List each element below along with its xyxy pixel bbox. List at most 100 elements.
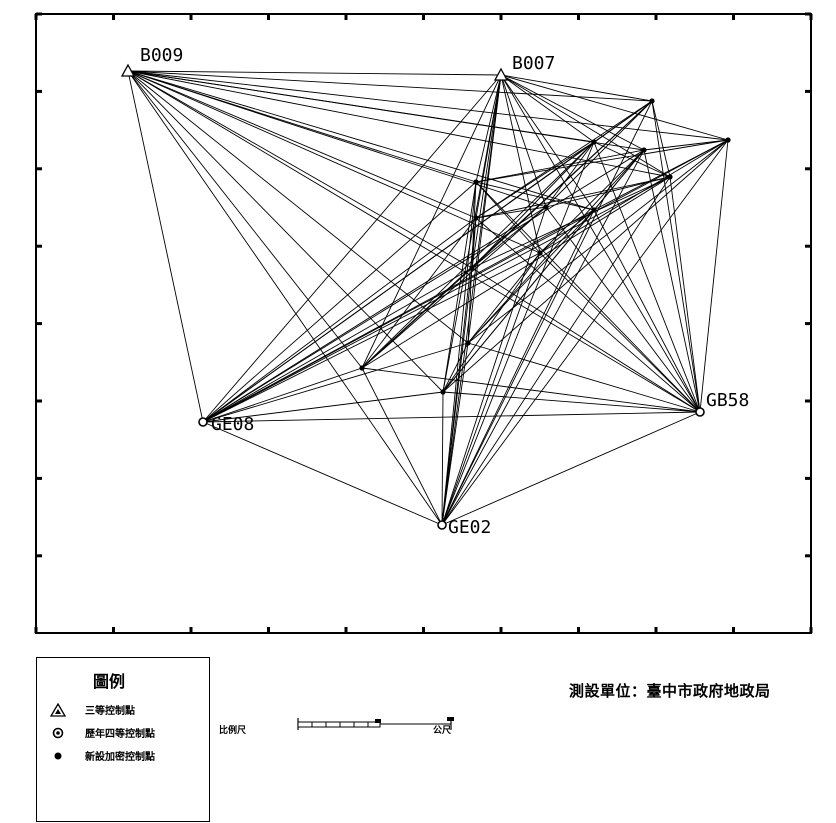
minor-station-dot <box>359 365 365 371</box>
network-line <box>545 141 595 208</box>
network-line <box>202 411 701 423</box>
network-line <box>441 141 595 526</box>
network-line <box>202 391 444 423</box>
network-line <box>361 176 671 369</box>
network-line <box>467 149 645 344</box>
network-lines <box>127 70 729 526</box>
legend-title: 圖例 <box>93 672 126 691</box>
network-line <box>441 209 595 526</box>
station-ge02: GE02 <box>437 517 491 538</box>
network-line <box>202 141 595 423</box>
circle-dot-icon <box>695 407 705 417</box>
surveyor-credit: 測設單位：臺中市政府地政局 <box>569 682 771 700</box>
network-line <box>699 139 729 413</box>
station-label: B007 <box>512 53 555 74</box>
network-line <box>545 206 701 413</box>
network-line <box>441 267 473 526</box>
network-line <box>441 149 645 526</box>
legend-label: 新設加密控制點 <box>85 752 155 763</box>
minor-station-dot <box>591 207 597 213</box>
network-line <box>361 367 443 526</box>
minor-station-dot <box>473 179 479 185</box>
minor-station-dot <box>667 174 673 180</box>
network-line <box>202 74 502 423</box>
network-line <box>202 209 595 423</box>
network-line <box>475 100 653 219</box>
network-line <box>202 252 541 423</box>
triangle-icon <box>120 63 136 77</box>
network-line <box>442 139 729 393</box>
network-line <box>475 141 595 219</box>
network-line <box>441 181 477 526</box>
network-line <box>475 149 645 183</box>
minor-station-dot <box>649 98 655 104</box>
network-line <box>127 70 363 369</box>
network-line <box>500 74 541 254</box>
network-line <box>441 100 653 526</box>
network-line <box>202 267 473 423</box>
network-line <box>475 74 502 183</box>
network-line <box>475 206 547 219</box>
legend-item-circle: 歷年四等控制點 <box>49 725 155 740</box>
dot-icon <box>54 752 62 759</box>
network-line <box>471 217 477 269</box>
circle-dot-icon <box>437 520 447 530</box>
network-line <box>127 70 444 393</box>
minor-station-dot <box>537 250 543 256</box>
scale-left-label: 比例尺 <box>219 726 247 736</box>
network-line <box>500 74 595 143</box>
network-line <box>500 74 671 178</box>
network-line <box>643 139 729 151</box>
network-line <box>442 391 701 413</box>
network-line <box>442 74 502 393</box>
network-line <box>127 70 469 344</box>
minor-station-dot <box>591 139 597 145</box>
network-line <box>441 206 547 526</box>
network-line <box>593 141 671 178</box>
minor-station-dot <box>440 389 446 395</box>
minor-station-dot <box>543 204 549 210</box>
network-line <box>467 252 541 344</box>
network-line <box>471 267 701 413</box>
network-line <box>475 176 671 219</box>
network-line <box>202 367 363 423</box>
minor-station-dot <box>469 265 475 271</box>
legend-label: 三等控制點 <box>85 706 135 717</box>
network-line <box>127 70 729 141</box>
network-line <box>669 176 701 413</box>
network-line <box>475 181 541 254</box>
circle-dot-icon <box>52 727 64 738</box>
network-line <box>202 149 645 423</box>
network-line <box>202 206 547 423</box>
station-gb58: GB58 <box>695 390 749 417</box>
network-line <box>127 70 204 423</box>
network-line <box>361 141 595 369</box>
network-line <box>441 252 541 526</box>
network-line <box>441 391 444 526</box>
circle-dot-icon <box>198 417 208 427</box>
legend-label: 歷年四等控制點 <box>85 729 155 740</box>
scale-right-label: 公尺 <box>433 726 452 736</box>
station-ge08: GE08 <box>198 414 254 435</box>
legend: 圖例 三等控制點 歷年四等控制點 新設加密控制點 <box>36 657 210 822</box>
network-line <box>500 74 653 102</box>
stations: B009 B007 GE08 GB58 GE02 <box>120 45 749 538</box>
network-line <box>202 342 469 423</box>
network-line <box>127 70 443 526</box>
station-b007: B007 <box>493 53 555 81</box>
network-line <box>127 70 653 102</box>
network-line <box>442 181 477 393</box>
network-line <box>475 217 701 413</box>
network-line <box>361 267 473 369</box>
network-line <box>539 149 645 254</box>
network-line <box>361 217 477 369</box>
network-line <box>545 100 653 208</box>
network-line <box>651 100 671 178</box>
network-line <box>500 74 645 151</box>
network-line <box>651 100 701 413</box>
network-line <box>500 74 729 141</box>
network-line <box>127 70 541 254</box>
network-line <box>593 141 701 413</box>
network-line <box>127 70 595 211</box>
network-line <box>127 70 645 151</box>
